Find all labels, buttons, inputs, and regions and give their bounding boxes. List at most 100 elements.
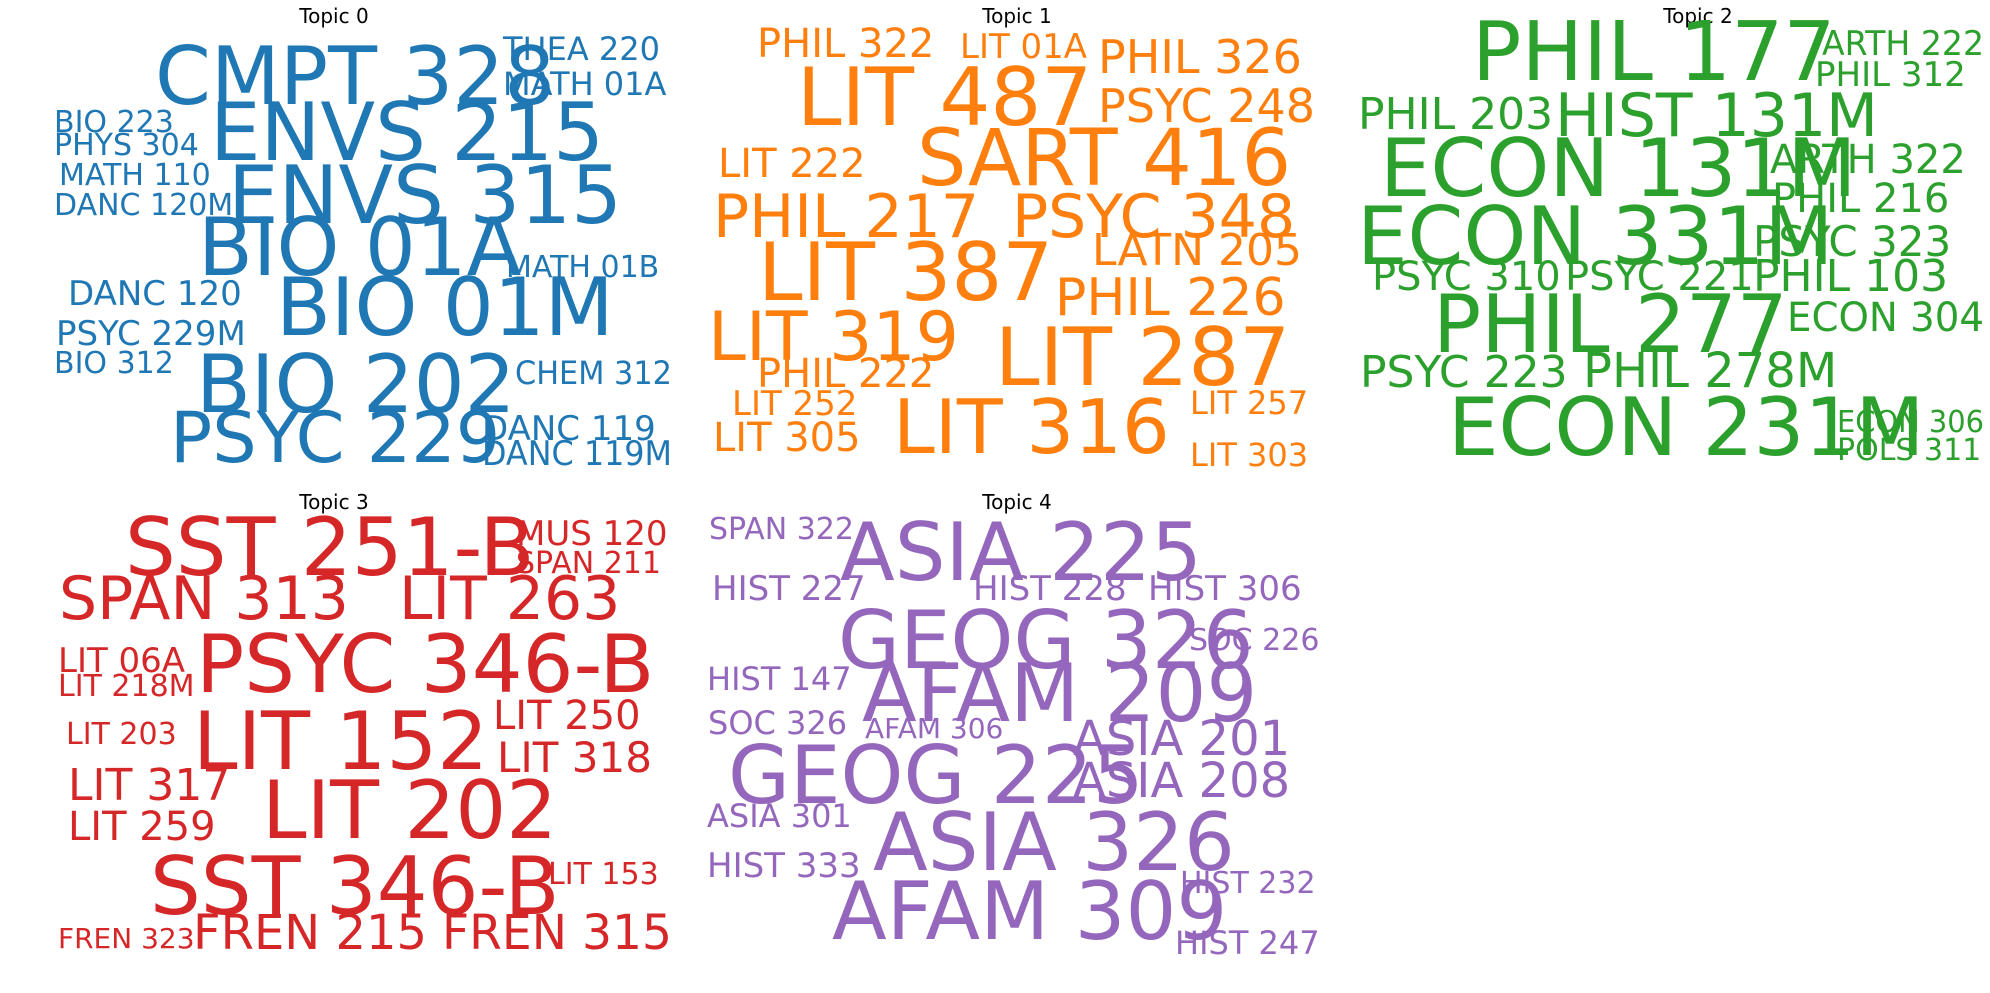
word-arth-322: ARTH 322 (1770, 137, 1966, 183)
word-cmpt-328: CMPT 328 (155, 30, 555, 123)
word-psyc-229m: PSYC 229M (56, 314, 246, 354)
word-asia-201: ASIA 201 (1073, 711, 1290, 767)
word-afam-209: AFAM 209 (862, 647, 1257, 740)
word-asia-326: ASIA 326 (873, 796, 1235, 889)
word-bio-202: BIO 202 (196, 338, 516, 431)
word-lit-222: LIT 222 (718, 141, 866, 187)
word-danc-120: DANC 120 (68, 274, 242, 314)
word-span-313: SPAN 313 (59, 564, 349, 634)
word-hist-228: HIST 228 (973, 569, 1127, 609)
word-lit-317: LIT 317 (68, 760, 230, 811)
word-psyc-323: PSYC 323 (1753, 217, 1951, 266)
word-phil-177: PHIL 177 (1472, 5, 1836, 100)
word-lit-252: LIT 252 (732, 384, 857, 424)
word-econ-131m: ECON 131M (1380, 122, 1856, 215)
word-lit-387: LIT 387 (758, 226, 1053, 319)
word-envs-315: ENVS 315 (228, 149, 622, 242)
word-soc-326: SOC 326 (708, 704, 847, 742)
word-chem-312: CHEM 312 (515, 354, 672, 392)
word-afam-306: AFAM 306 (865, 712, 1003, 745)
word-span-211: SPAN 211 (516, 546, 661, 581)
word-lit-259: LIT 259 (68, 804, 216, 850)
word-sart-416: SART 416 (917, 114, 1291, 204)
word-span-322: SPAN 322 (709, 512, 854, 547)
word-econ-231m: ECON 231M (1448, 381, 1924, 474)
word-phil-103: PHIL 103 (1753, 251, 1948, 302)
word-psyc-310: PSYC 310 (1372, 254, 1561, 300)
word-envs-215: ENVS 215 (210, 86, 604, 179)
word-psyc-346-b: PSYC 346-B (196, 618, 654, 711)
word-hist-306: HIST 306 (1148, 569, 1302, 609)
word-phys-304: PHYS 304 (54, 128, 199, 163)
word-psyc-223: PSYC 223 (1360, 347, 1568, 398)
word-sst-251-b: SST 251-B (125, 501, 534, 594)
word-pols-311: POLS 311 (1837, 433, 1981, 468)
word-lit-318: LIT 318 (497, 733, 652, 782)
word-lit-06a: LIT 06A (58, 641, 185, 681)
word-asia-208: ASIA 208 (1073, 753, 1290, 809)
word-phil-278m: PHIL 278M (1583, 343, 1837, 399)
word-lit-218m: LIT 218M (58, 669, 195, 704)
word-math-110: MATH 110 (59, 158, 211, 193)
word-asia-225: ASIA 225 (840, 506, 1202, 599)
word-mus-120: MUS 120 (516, 514, 668, 554)
word-psyc-248: PSYC 248 (1098, 79, 1315, 133)
word-math-01a: MATH 01A (503, 65, 667, 103)
word-fren-315: FREN 315 (442, 905, 672, 961)
word-phil-326: PHIL 326 (1098, 30, 1302, 84)
word-phil-312: PHIL 312 (1815, 55, 1966, 95)
word-math-01b: MATH 01B (506, 250, 659, 285)
word-soc-226: SOC 226 (1189, 623, 1319, 658)
word-econ-304: ECON 304 (1787, 295, 1984, 341)
word-hist-147: HIST 147 (707, 660, 852, 698)
word-econ-306: ECON 306 (1837, 405, 1984, 440)
word-phil-222: PHIL 222 (757, 351, 934, 397)
word-lit-487: LIT 487 (797, 51, 1092, 144)
panel-title: Topic 0 (298, 4, 368, 28)
word-danc-120m: DANC 120M (54, 188, 233, 223)
word-fren-323: FREN 323 (58, 922, 195, 955)
word-phil-216: PHIL 216 (1772, 176, 1949, 222)
panel-title: Topic 2 (1662, 4, 1732, 28)
word-lit-202: LIT 202 (262, 764, 557, 857)
word-lit-152: LIT 152 (193, 695, 488, 788)
word-bio-01a: BIO 01A (198, 201, 522, 294)
word-phil-217: PHIL 217 (713, 182, 979, 252)
word-hist-227: HIST 227 (712, 569, 866, 609)
word-asia-301: ASIA 301 (707, 797, 852, 835)
word-lit-303: LIT 303 (1190, 436, 1308, 474)
panel-title: Topic 1 (981, 4, 1051, 28)
word-lit-319: LIT 319 (708, 298, 959, 377)
word-psyc-229: PSYC 229 (170, 397, 500, 479)
word-lit-153: LIT 153 (548, 857, 659, 892)
word-afam-309: AFAM 309 (832, 865, 1227, 958)
word-geog-225: GEOG 225 (728, 729, 1144, 822)
word-psyc-348: PSYC 348 (1012, 182, 1295, 252)
word-phil-322: PHIL 322 (757, 21, 934, 67)
word-lit-250: LIT 250 (493, 693, 641, 739)
word-lit-316: LIT 316 (893, 383, 1170, 471)
word-lit-305: LIT 305 (713, 415, 861, 461)
word-econ-331m: ECON 331M (1357, 190, 1833, 283)
panel-title: Topic 3 (298, 490, 368, 514)
word-bio-312: BIO 312 (54, 346, 174, 381)
word-sst-346-b: SST 346-B (150, 840, 559, 933)
word-bio-223: BIO 223 (54, 105, 174, 140)
word-phil-226: PHIL 226 (1055, 268, 1286, 328)
word-phil-203: PHIL 203 (1358, 89, 1553, 140)
word-lit-01a: LIT 01A (960, 27, 1087, 67)
word-lit-263: LIT 263 (399, 564, 620, 634)
word-hist-131m: HIST 131M (1555, 81, 1878, 151)
word-phil-277: PHIL 277 (1433, 278, 1788, 371)
word-arth-222: ARTH 222 (1822, 24, 1984, 64)
word-danc-119m: DANC 119M (482, 434, 672, 474)
word-geog-326: GEOG 326 (838, 594, 1254, 687)
panel-title: Topic 4 (981, 490, 1051, 514)
word-hist-333: HIST 333 (707, 846, 861, 886)
word-lit-203: LIT 203 (66, 717, 177, 752)
